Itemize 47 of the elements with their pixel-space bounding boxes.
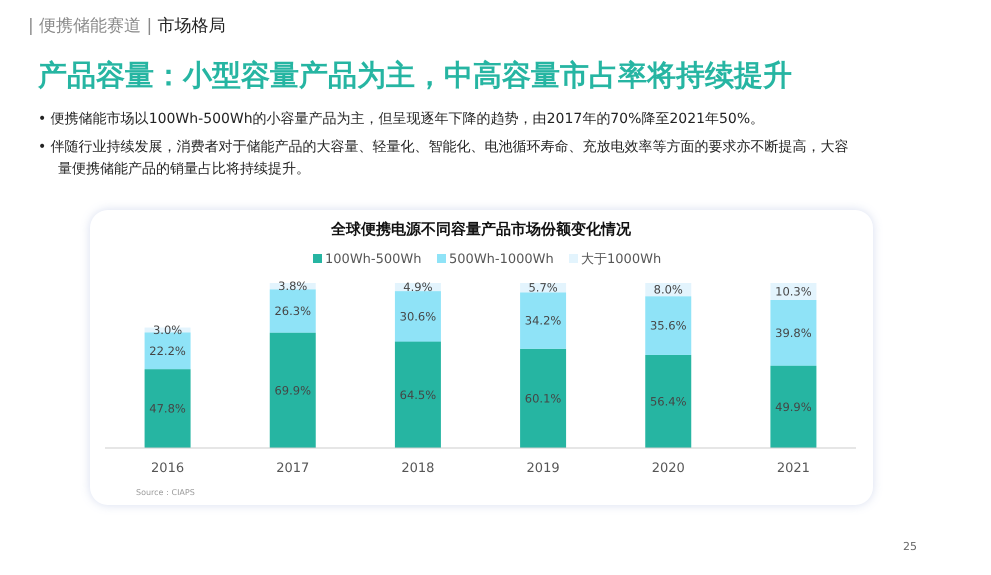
chart-subtitle: 产品容量：小型容量产品为主，中高容量市占率将持续提升 (38, 57, 792, 94)
data-label: 64.5% (400, 388, 436, 402)
bar (270, 289, 316, 333)
data-label: 4.9% (403, 280, 433, 294)
bar (645, 354, 692, 448)
source-note: Source：CIAPS (136, 488, 195, 497)
bar (144, 369, 191, 448)
text: | 便携储能赛道 | (28, 16, 154, 36)
x-tick-label: 2019 (526, 461, 560, 476)
data-label: 30.6% (400, 309, 436, 324)
legend-label: 500Wh-1000Wh (449, 252, 554, 267)
x-tick-label: 2020 (652, 461, 685, 476)
data-label: 60.1% (524, 391, 562, 406)
x-tick-label: 2021 (776, 461, 810, 476)
bar (394, 342, 441, 448)
bar (520, 292, 566, 349)
x-tick-label: 2016 (151, 461, 184, 476)
bar (394, 291, 441, 342)
data-label: 8.0% (654, 282, 683, 297)
data-label: 10.3% (775, 284, 812, 298)
data-label: 39.8% (775, 326, 812, 340)
data-label: 34.2% (524, 314, 562, 328)
bar (144, 332, 191, 370)
text: 市场格局 (158, 16, 226, 36)
data-label: 22.2% (149, 344, 186, 358)
legend-label: 100Wh-500Wh (325, 252, 422, 267)
data-label: 35.6% (650, 318, 687, 333)
text: • 便携储能市场以100Wh-500Wh的小容量产品为主，但呈现逐年下降的趋势，由2017年的70%降至2021年50%。 (38, 110, 766, 129)
text: • 伴随行业持续发展，消费者对于储能产品的大容量、轻量化、智能化、电池循环寿命、充放电效率等方面的要求亦不断提高，大容量便携储能产品的销量占比将持续提升。 (38, 138, 850, 179)
data-label: 47.8% (149, 402, 186, 416)
data-label: 5.7% (528, 280, 558, 295)
data-label: 56.4% (650, 394, 687, 408)
chart-title: 全球便携电源不同容量产品市场份额变化情况 (330, 220, 632, 238)
bar (770, 366, 816, 448)
bar (520, 348, 566, 448)
legend-label: 大于1000Wh (581, 252, 662, 267)
data-label: 26.3% (274, 304, 312, 318)
bar (270, 332, 316, 448)
bar (770, 300, 816, 366)
x-tick-label: 2017 (276, 461, 310, 476)
data-label: 69.9% (274, 383, 312, 398)
x-tick-label: 2018 (401, 461, 434, 476)
data-label: 3.0% (152, 323, 182, 338)
data-label: 49.9% (775, 400, 812, 414)
data-label: 3.8% (278, 279, 308, 294)
text: 25 (903, 540, 917, 553)
bar (645, 296, 692, 355)
